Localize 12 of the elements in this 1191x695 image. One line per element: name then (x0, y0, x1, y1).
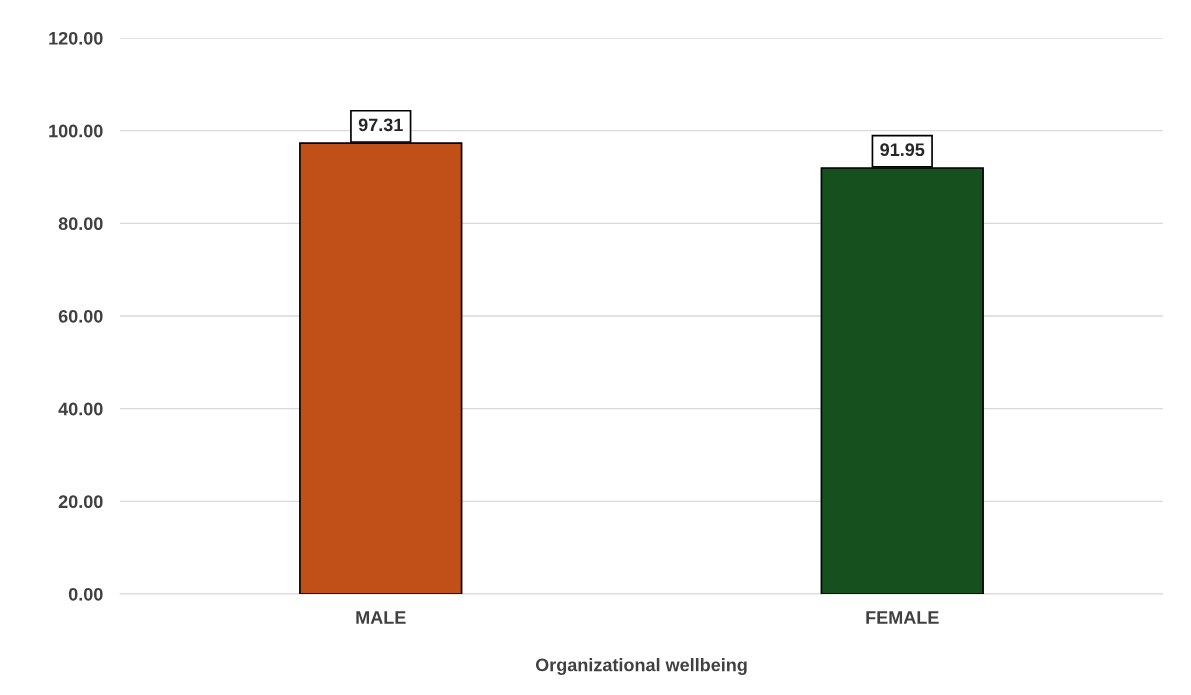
y-tick-label: 100.00 (49, 124, 103, 138)
y-tick-label: 20.00 (58, 495, 103, 509)
x-tick-label: MALE (356, 611, 406, 624)
y-tick-label: 80.00 (58, 217, 103, 231)
y-tick-label: 40.00 (58, 402, 103, 416)
data-label: 97.31 (358, 118, 403, 132)
y-tick-label: 120.00 (49, 31, 103, 45)
y-tick-label: 60.00 (58, 309, 103, 323)
data-label: 91.95 (880, 143, 925, 157)
x-axis-title: Organizational wellbeing (535, 658, 747, 675)
x-tick-label: FEMALE (866, 611, 939, 624)
y-tick-label: 0.00 (68, 587, 103, 601)
